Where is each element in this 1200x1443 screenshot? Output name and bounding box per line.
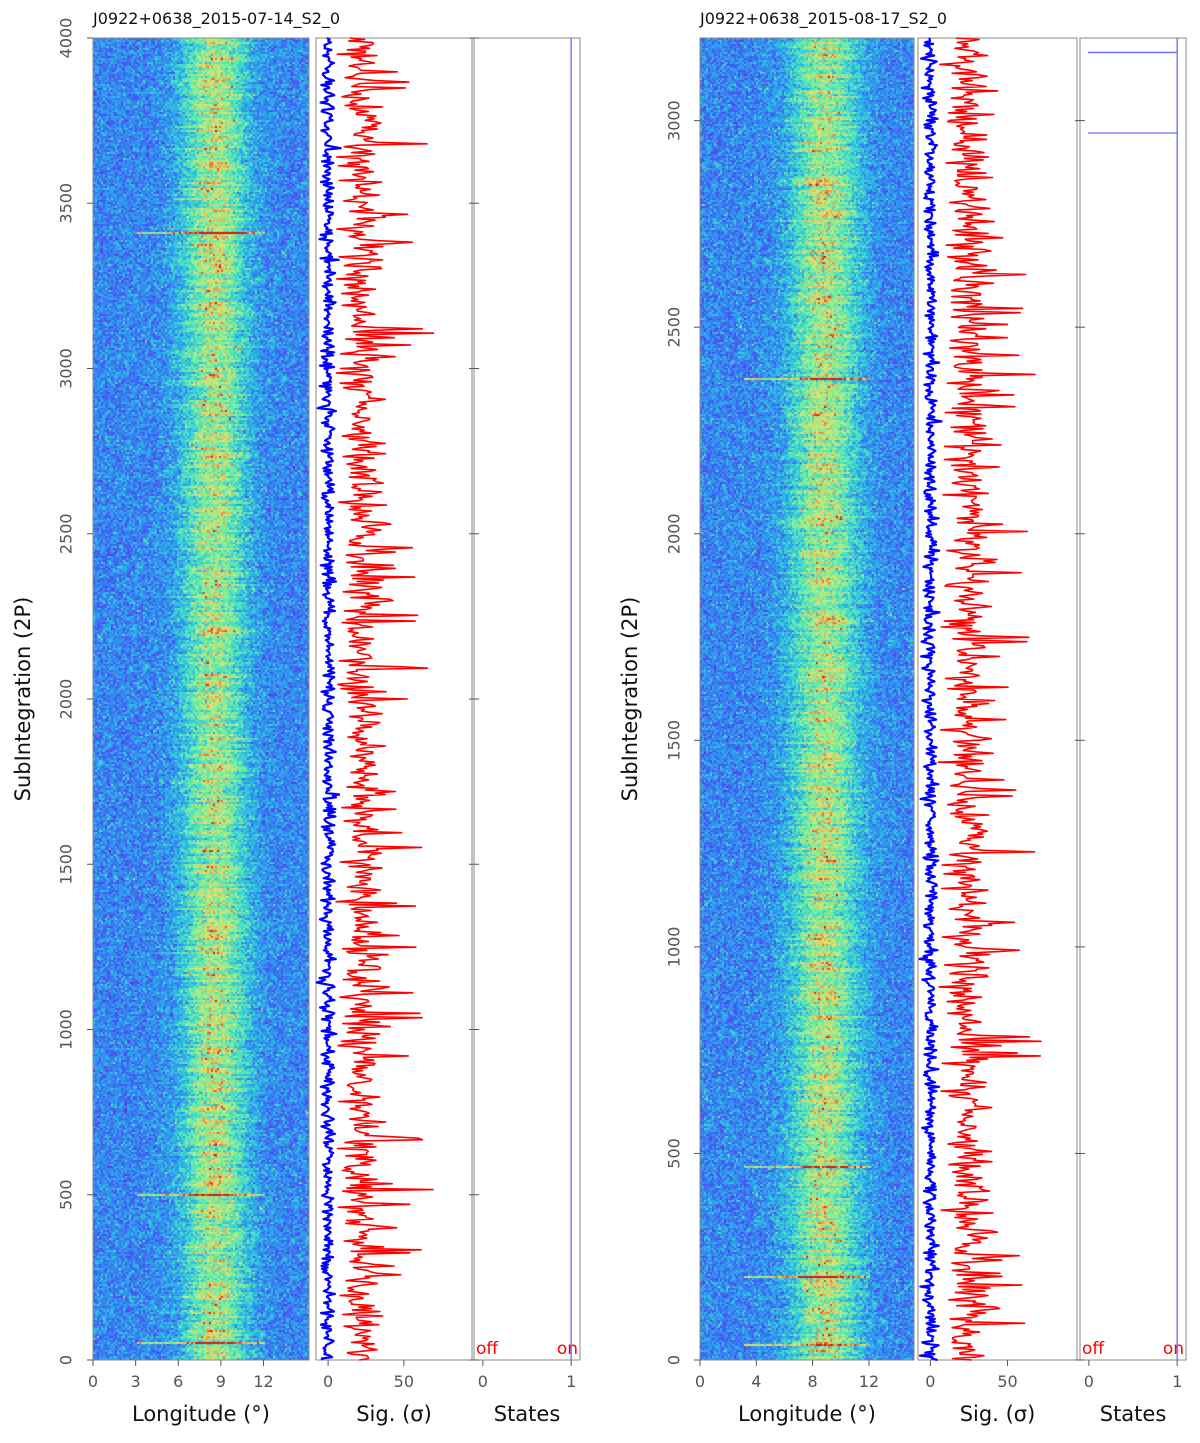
left-states-x-label: States (494, 1402, 561, 1426)
right-panel1-x-tick-label: 50 (997, 1372, 1017, 1391)
right-panel2-x-tick-label: 1 (1172, 1372, 1182, 1391)
left-longitude-heatmap (93, 38, 309, 1360)
left-panel0-x-tick-label: 3 (131, 1372, 141, 1391)
right-y-axis-label: SubIntegration (2P) (618, 597, 642, 802)
right-on-label: on (1163, 1339, 1184, 1359)
left-sig-series-on-pulse (335, 37, 435, 1361)
left-panel0-x-tick-label: 6 (173, 1372, 183, 1391)
right-significance-x-label: Sig. (σ) (960, 1402, 1036, 1426)
right-panel1-x-tick-label: 0 (925, 1372, 935, 1391)
right-y-tick-label: 3000 (665, 100, 684, 141)
left-y-tick-label: 3500 (57, 183, 76, 224)
left-y-tick-label: 1000 (57, 1009, 76, 1050)
right-panel0-x-tick-label: 8 (808, 1372, 818, 1391)
right-sig-series-off-pulse (918, 37, 943, 1362)
left-y-tick-label: 3000 (57, 348, 76, 389)
left-chart-title: J0922+0638_2015-07-14_S2_0 (92, 9, 340, 29)
right-longitude-x-label: Longitude (°) (738, 1402, 876, 1426)
right-longitude-heatmap (700, 38, 914, 1360)
left-panel0-x-tick-label: 12 (253, 1372, 273, 1391)
left-panel1-x-tick-label: 0 (323, 1372, 333, 1391)
left-panel0-x-tick-label: 0 (88, 1372, 98, 1391)
right-panel0-x-tick-label: 0 (695, 1372, 705, 1391)
left-y-tick-label: 2000 (57, 679, 76, 720)
right-y-tick-label: 500 (665, 1138, 684, 1169)
left-y-tick-label: 0 (57, 1355, 76, 1365)
right-sig-series-on-pulse (937, 37, 1042, 1361)
left-panel-frame-0 (92, 37, 310, 1361)
right-y-tick-label: 1000 (665, 927, 684, 968)
right-states-x-label: States (1100, 1402, 1167, 1426)
left-sig-series-off-pulse (315, 37, 342, 1361)
left-panel0-x-tick-label: 9 (216, 1372, 226, 1391)
left-panel1-x-tick-label: 50 (394, 1372, 414, 1391)
left-y-tick-label: 4000 (57, 18, 76, 59)
right-panel0-x-tick-label: 4 (751, 1372, 761, 1391)
right-panel2-x-tick-label: 0 (1084, 1372, 1094, 1391)
right-y-tick-label: 2500 (665, 307, 684, 348)
right-panel-frame-2 (1079, 37, 1187, 1361)
right-y-tick-label: 2000 (665, 513, 684, 554)
right-panel0-x-tick-label: 12 (859, 1372, 879, 1391)
right-off-label: off (1082, 1339, 1105, 1359)
left-y-tick-label: 2500 (57, 513, 76, 554)
right-y-tick-label: 0 (665, 1355, 684, 1365)
left-off-label: off (476, 1339, 499, 1359)
right-figure: J0922+0638_2015-08-17_S2_0 SubIntegratio… (618, 9, 1187, 1426)
left-y-axis-label: SubIntegration (2P) (11, 597, 35, 802)
right-panel-frame-0 (699, 37, 915, 1361)
left-y-tick-label: 1500 (57, 844, 76, 885)
left-longitude-x-label: Longitude (°) (132, 1402, 270, 1426)
left-panel2-x-tick-label: 1 (566, 1372, 576, 1391)
right-panel-frame-1 (917, 37, 1078, 1361)
left-y-tick-label: 500 (57, 1179, 76, 1210)
left-figure: J0922+0638_2015-07-14_S2_0 SubIntegratio… (11, 9, 581, 1426)
left-panel2-x-tick-label: 0 (478, 1372, 488, 1391)
right-chart-title: J0922+0638_2015-08-17_S2_0 (699, 9, 947, 29)
left-on-label: on (557, 1339, 578, 1359)
left-panel-frame-2 (473, 37, 581, 1361)
right-y-tick-label: 1500 (665, 720, 684, 761)
left-significance-x-label: Sig. (σ) (356, 1402, 432, 1426)
